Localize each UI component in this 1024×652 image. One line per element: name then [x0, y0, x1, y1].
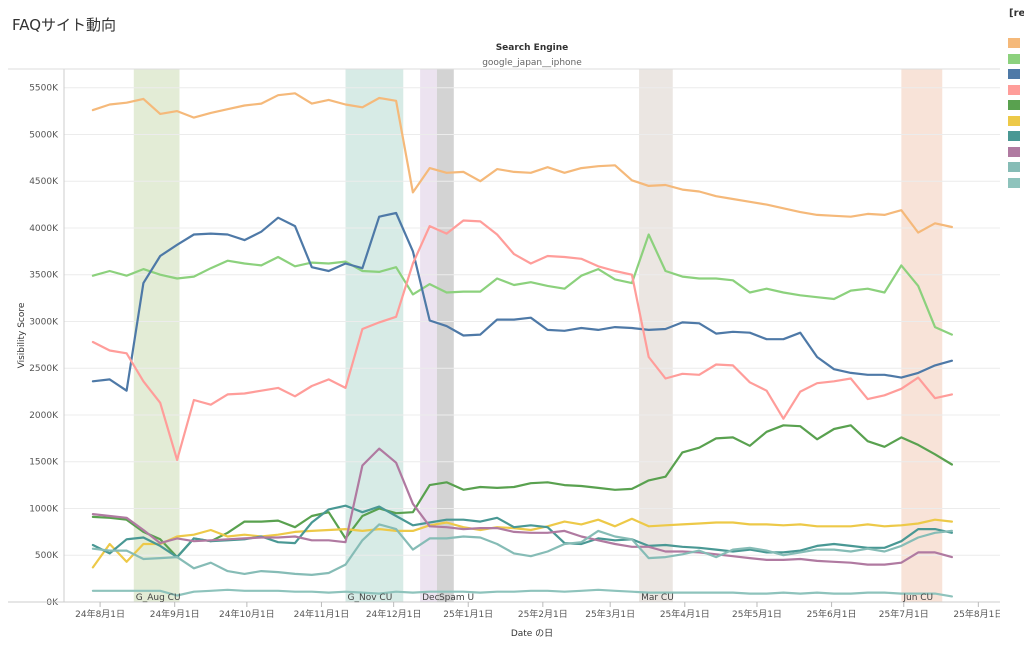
legend-swatch [1008, 131, 1020, 141]
legend-swatch [1008, 38, 1020, 48]
y-tick-label: 2000K [29, 411, 59, 421]
y-tick-label: 4500K [29, 177, 59, 187]
legend [1008, 38, 1020, 193]
x-tick-label: 25年2月1日 [518, 608, 568, 620]
legend-header: [re [1009, 8, 1024, 19]
x-tick-label: 25年4月1日 [660, 608, 710, 620]
event-band [901, 69, 943, 602]
y-tick-label: 2500K [29, 364, 59, 374]
series-line [91, 92, 954, 234]
series-line [91, 517, 954, 569]
x-axis-title: Date の日 [511, 628, 553, 639]
y-axis-title: Visibility Score [17, 302, 27, 368]
x-tick-label: 25年6月1日 [807, 608, 857, 620]
event-band [345, 69, 404, 602]
y-tick-label: 3500K [29, 271, 59, 281]
legend-swatch [1008, 84, 1020, 95]
legend-swatch [1008, 177, 1020, 188]
x-tick-label: 25年5月1日 [732, 608, 782, 620]
event-band-label: Dec [422, 593, 439, 603]
event-band-label: Spam U [439, 593, 474, 603]
legend-swatch [1008, 69, 1020, 79]
page-title: FAQサイト動向 [12, 16, 117, 34]
x-tick-label: 24年12月1日 [366, 608, 422, 620]
x-tick-label: 24年10月1日 [219, 608, 275, 620]
y-tick-label: 5500K [29, 84, 59, 94]
series-line [91, 211, 954, 392]
event-band-label: Jun CU [902, 593, 933, 603]
x-tick-label: 24年9月1日 [150, 608, 200, 620]
y-tick-label: 5000K [29, 130, 59, 140]
event-band-label: G_Nov CU [348, 593, 393, 603]
legend-swatch [1008, 146, 1020, 157]
y-tick-label: 0K [46, 598, 59, 608]
legend-swatch [1008, 53, 1020, 64]
chart-facet: google_japan__iphone [482, 58, 582, 68]
event-band-label: G_Aug CU [136, 593, 181, 603]
y-tick-label: 1500K [29, 458, 59, 468]
series-line [91, 219, 954, 461]
legend-swatch [1008, 162, 1020, 172]
legend-swatch [1008, 115, 1020, 126]
series-line [91, 447, 954, 566]
event-band-label: Mar CU [641, 593, 674, 603]
legend-swatch [1008, 100, 1020, 110]
x-tick-label: 25年8月1日 [953, 608, 1000, 620]
y-tick-label: 4000K [29, 224, 59, 234]
x-tick-label: 25年7月1日 [879, 608, 929, 620]
series-line [91, 424, 954, 559]
event-band [133, 69, 180, 602]
x-tick-label: 25年1月1日 [443, 608, 493, 620]
y-tick-label: 1000K [29, 504, 59, 514]
event-band [436, 69, 454, 602]
x-tick-label: 24年8月1日 [75, 608, 125, 620]
event-band [420, 69, 437, 602]
series-line [91, 588, 954, 598]
series-line [91, 233, 954, 336]
chart-header: Search Engine [496, 43, 569, 53]
y-tick-label: 3000K [29, 317, 59, 327]
x-tick-label: 25年3月1日 [585, 608, 635, 620]
y-tick-label: 500K [35, 551, 59, 561]
line-chart: 0K 500K 1000K 1500K 2000K 2500K 3000K 3500K 4000… [8, 43, 1000, 639]
x-tick-label: 24年11月1日 [294, 608, 350, 620]
series-line [91, 523, 954, 577]
